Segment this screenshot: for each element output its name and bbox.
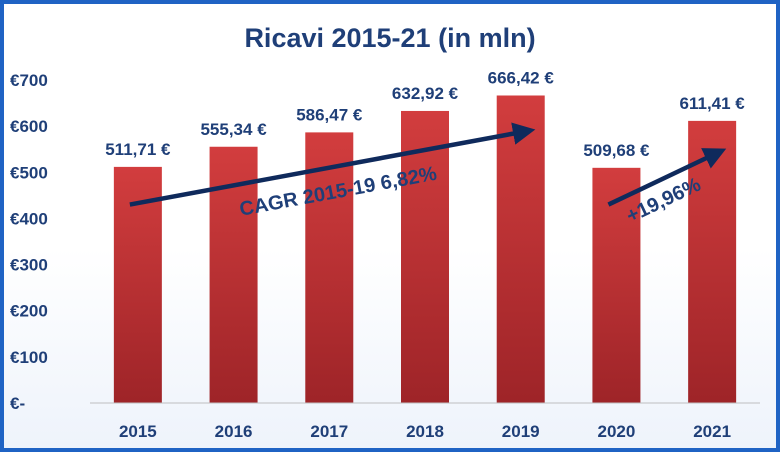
y-tick-label: €100 — [10, 348, 48, 367]
data-label: 666,42 € — [488, 68, 555, 87]
data-label: 586,47 € — [296, 105, 363, 124]
x-axis: 2015 2016 2017 2018 2019 2020 2021 — [90, 402, 760, 441]
y-tick-label: €500 — [10, 163, 48, 182]
bar — [592, 167, 641, 403]
bars: 511,71 € 555,34 € 586,47 € 632,92 € 666,42 €… — [105, 68, 746, 404]
data-label: 555,34 € — [200, 120, 267, 139]
x-tick-label: 2021 — [693, 422, 731, 441]
x-tick-label: 2015 — [119, 422, 157, 441]
y-axis: €- €100 €200 €300 €400 €500 €600 €700 — [10, 71, 48, 413]
x-tick-label: 2016 — [215, 422, 253, 441]
trend-arrow — [607, 148, 727, 207]
x-tick-label: 2017 — [310, 422, 348, 441]
bar — [305, 132, 354, 403]
y-tick-label: €700 — [10, 71, 48, 90]
y-tick-label: €600 — [10, 117, 48, 136]
x-tick-label: 2018 — [406, 422, 444, 441]
x-tick-label: 2019 — [502, 422, 540, 441]
y-tick-label: €- — [10, 394, 25, 413]
data-label: 509,68 € — [583, 141, 650, 160]
data-label: 611,41 € — [680, 94, 746, 113]
y-tick-label: €300 — [10, 256, 48, 275]
chart-title: Ricavi 2015-21 (in mln) — [244, 23, 535, 53]
data-label: 632,92 € — [392, 84, 459, 103]
y-tick-label: €400 — [10, 209, 48, 228]
bar — [496, 95, 545, 403]
y-tick-label: €200 — [10, 302, 48, 321]
bar — [401, 110, 449, 403]
trend-arrow — [129, 122, 536, 207]
x-tick-label: 2020 — [598, 422, 636, 441]
bar — [113, 166, 162, 403]
data-label: 511,71 € — [105, 140, 171, 159]
